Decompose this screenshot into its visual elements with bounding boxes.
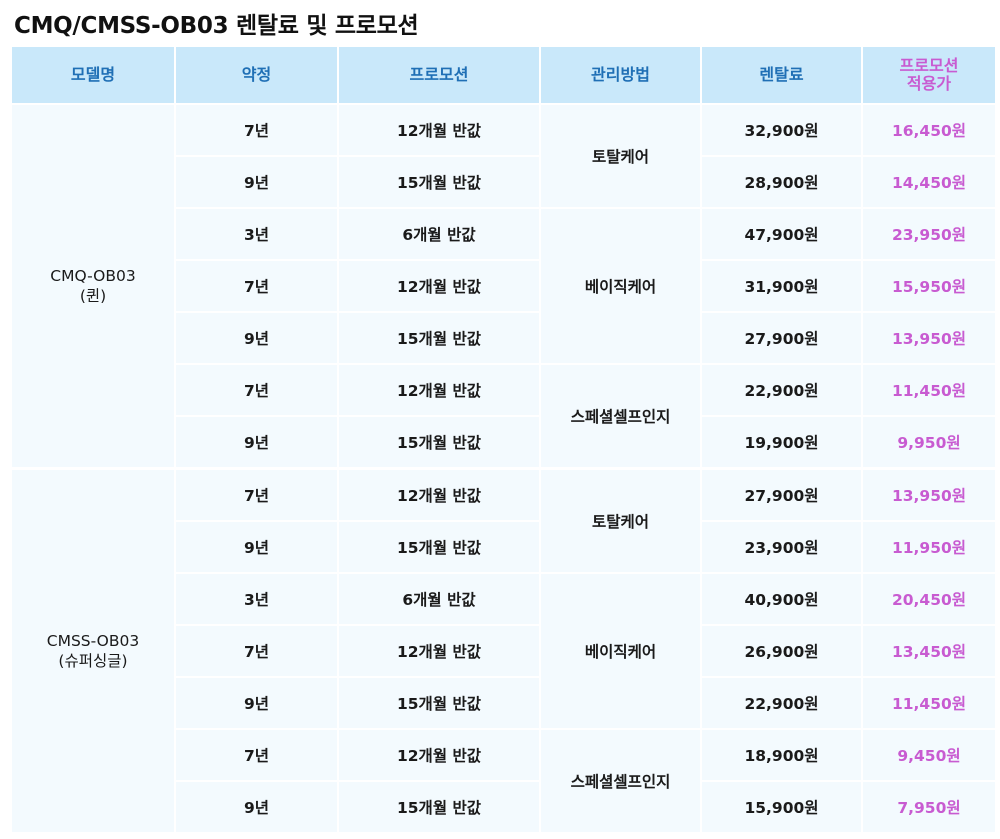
table-header-row: 모델명 약정 프로모션 관리방법 렌탈료 프로모션 적용가 [12, 47, 995, 104]
table-row: 9년 15개월 반값 27,900원 13,950원 [12, 311, 995, 364]
care-method-cell: 베이직케어 [539, 207, 701, 364]
header-term: 약정 [174, 47, 338, 104]
rental-fee-cell: 22,900원 [700, 676, 862, 729]
rental-fee-cell: 18,900원 [700, 728, 862, 781]
care-method-cell: 토탈케어 [539, 467, 701, 573]
promotion-cell: 12개월 반값 [337, 103, 540, 156]
model-size: (슈퍼싱글) [58, 652, 128, 670]
promo-price-cell: 11,950원 [861, 520, 995, 573]
table-row: 7년 12개월 반값 스페셜셀프인지 18,900원 9,450원 [12, 728, 995, 832]
promo-price-cell: 23,950원 [861, 207, 995, 260]
term-cell: 9년 [174, 780, 338, 832]
promo-price-cell: 20,450원 [861, 572, 995, 625]
care-method-cell: 스페셜셀프인지 [539, 363, 701, 469]
rental-fee-cell: 47,900원 [700, 207, 862, 260]
term-cell: 9년 [174, 520, 338, 573]
rental-fee-cell: 15,900원 [700, 780, 862, 832]
promotion-cell: 15개월 반값 [337, 780, 540, 832]
promotion-cell: 12개월 반값 [337, 259, 540, 312]
table-row: 7년 12개월 반값 26,900원 13,450원 [12, 624, 995, 677]
promo-price-cell: 11,450원 [861, 363, 995, 416]
term-cell: 3년 [174, 572, 338, 625]
table-row: 9년 15개월 반값 15,900원 7,950원 [12, 780, 995, 832]
table-row: 9년 15개월 반값 28,900원 14,450원 [12, 155, 995, 208]
promo-price-cell: 7,950원 [861, 780, 995, 832]
promo-price-cell: 9,450원 [861, 728, 995, 781]
promo-price-cell: 14,450원 [861, 155, 995, 208]
promo-price-cell: 9,950원 [861, 415, 995, 469]
table-row: 7년 12개월 반값 스페셜셀프인지 22,900원 11,450원 [12, 363, 995, 469]
rental-fee-cell: 19,900원 [700, 415, 862, 469]
promotion-cell: 12개월 반값 [337, 363, 540, 416]
promotion-cell: 12개월 반값 [337, 467, 540, 521]
promo-price-cell: 13,950원 [861, 311, 995, 364]
model-name-cell: CMQ-OB03 (퀸) [12, 103, 175, 469]
table-row: CMSS-OB03 (슈퍼싱글) 7년 12개월 반값 토탈케어 27,900원 13,95… [12, 467, 995, 832]
model-code: CMQ-OB03 [50, 267, 136, 285]
promo-price-cell: 13,950원 [861, 467, 995, 521]
table-row: CMQ-OB03 (퀸) 7년 12개월 반값 토탈케어 32,900원 16,450원 [12, 103, 995, 469]
term-cell: 7년 [174, 103, 338, 156]
promotion-cell: 12개월 반값 [337, 624, 540, 677]
term-cell: 7년 [174, 467, 338, 521]
rental-fee-cell: 40,900원 [700, 572, 862, 625]
promo-price-cell: 11,450원 [861, 676, 995, 729]
model-size: (퀸) [79, 287, 107, 305]
table-row: 9년 15개월 반값 19,900원 9,950원 [12, 415, 995, 469]
header-promotion: 프로모션 [337, 47, 540, 104]
promo-price-cell: 13,450원 [861, 624, 995, 677]
table-row: 9년 15개월 반값 22,900원 11,450원 [12, 676, 995, 729]
care-method-cell: 스페셜셀프인지 [539, 728, 701, 832]
table-row: 3년 6개월 반값 베이직케어 40,900원 20,450원 [12, 572, 995, 729]
promotion-cell: 12개월 반값 [337, 728, 540, 781]
table-row: 9년 15개월 반값 23,900원 11,950원 [12, 520, 995, 573]
promotion-cell: 15개월 반값 [337, 676, 540, 729]
term-cell: 7년 [174, 624, 338, 677]
header-care: 관리방법 [539, 47, 701, 104]
rental-fee-cell: 28,900원 [700, 155, 862, 208]
term-cell: 7년 [174, 728, 338, 781]
header-fee: 렌탈료 [700, 47, 862, 104]
table-body: CMQ-OB03 (퀸) 7년 12개월 반값 토탈케어 32,900원 16,450원 9년… [12, 103, 995, 832]
header-promo-price-line2: 적용가 [906, 74, 952, 93]
header-promo-price: 프로모션 적용가 [861, 47, 995, 104]
promotion-cell: 6개월 반값 [337, 207, 540, 260]
table-row: 3년 6개월 반값 베이직케어 47,900원 23,950원 [12, 207, 995, 364]
model-code: CMSS-OB03 [46, 632, 140, 650]
term-cell: 9년 [174, 415, 338, 469]
term-cell: 9년 [174, 155, 338, 208]
rental-fee-cell: 22,900원 [700, 363, 862, 416]
term-cell: 3년 [174, 207, 338, 260]
rental-fee-cell: 26,900원 [700, 624, 862, 677]
rental-fee-cell: 27,900원 [700, 311, 862, 364]
promotion-cell: 15개월 반값 [337, 520, 540, 573]
term-cell: 9년 [174, 676, 338, 729]
header-promo-price-line1: 프로모션 [899, 56, 959, 75]
model-name-cell: CMSS-OB03 (슈퍼싱글) [12, 467, 175, 832]
rental-fee-cell: 27,900원 [700, 467, 862, 521]
promo-price-cell: 16,450원 [861, 103, 995, 156]
promotion-cell: 15개월 반값 [337, 155, 540, 208]
promotion-cell: 15개월 반값 [337, 415, 540, 469]
promotion-cell: 15개월 반값 [337, 311, 540, 364]
promotion-cell: 6개월 반값 [337, 572, 540, 625]
page-title: CMQ/CMSS-OB03 렌탈료 및 프로모션 [14, 13, 419, 39]
rental-fee-cell: 31,900원 [700, 259, 862, 312]
header-model: 모델명 [12, 47, 175, 104]
care-method-cell: 토탈케어 [539, 103, 701, 208]
rental-price-table: 모델명 약정 프로모션 관리방법 렌탈료 프로모션 적용가 CMQ-OB03 (퀸… [12, 47, 995, 832]
term-cell: 7년 [174, 363, 338, 416]
term-cell: 7년 [174, 259, 338, 312]
table-row: 7년 12개월 반값 31,900원 15,950원 [12, 259, 995, 312]
rental-fee-cell: 23,900원 [700, 520, 862, 573]
term-cell: 9년 [174, 311, 338, 364]
rental-fee-cell: 32,900원 [700, 103, 862, 156]
care-method-cell: 베이직케어 [539, 572, 701, 729]
promo-price-cell: 15,950원 [861, 259, 995, 312]
